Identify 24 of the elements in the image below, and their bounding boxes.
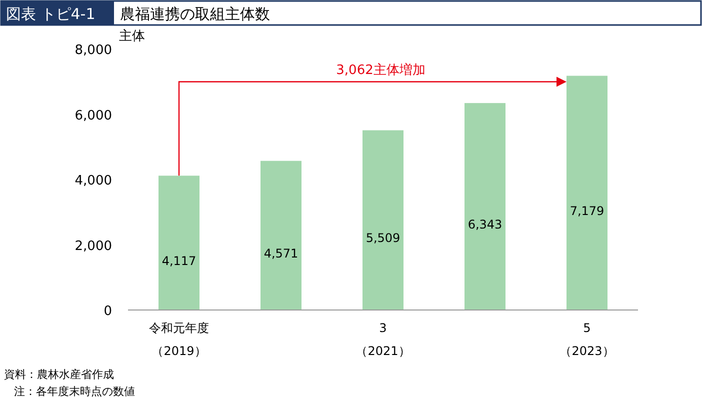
data-label: 4,571 [264, 246, 298, 260]
y-tick-label: 4,000 [74, 174, 112, 188]
y-axis-title: 主体 [119, 28, 145, 44]
bar [260, 160, 302, 310]
annotation: 3,062主体増加 [336, 62, 426, 78]
x-tick-label: 令和元年度（2019） [149, 321, 209, 358]
chart-subtitle: 図表 トピ4-1 [6, 5, 96, 23]
data-label: 7,179 [570, 204, 604, 218]
x-tick-label: 3（2021） [356, 321, 410, 358]
text: 資料：農林水産省作成 [4, 368, 114, 381]
y-tick-label: 2,000 [74, 238, 112, 254]
text: 注：各年度末時点の数値 [14, 385, 135, 398]
data-label: 5,509 [366, 231, 400, 246]
x-tick-label: 5（2023） [560, 321, 614, 358]
y-tick-label: 8,000 [74, 43, 112, 58]
bar [566, 76, 608, 310]
data-label: 4,117 [162, 254, 196, 268]
y-tick-label: 0 [104, 304, 112, 319]
bar [158, 176, 200, 310]
chart-title: 農福連携の取組主体数 [120, 5, 270, 23]
y-tick-label: 6,000 [74, 108, 112, 124]
bar [362, 130, 404, 310]
bar [464, 103, 506, 310]
data-label: 6,343 [468, 218, 502, 232]
